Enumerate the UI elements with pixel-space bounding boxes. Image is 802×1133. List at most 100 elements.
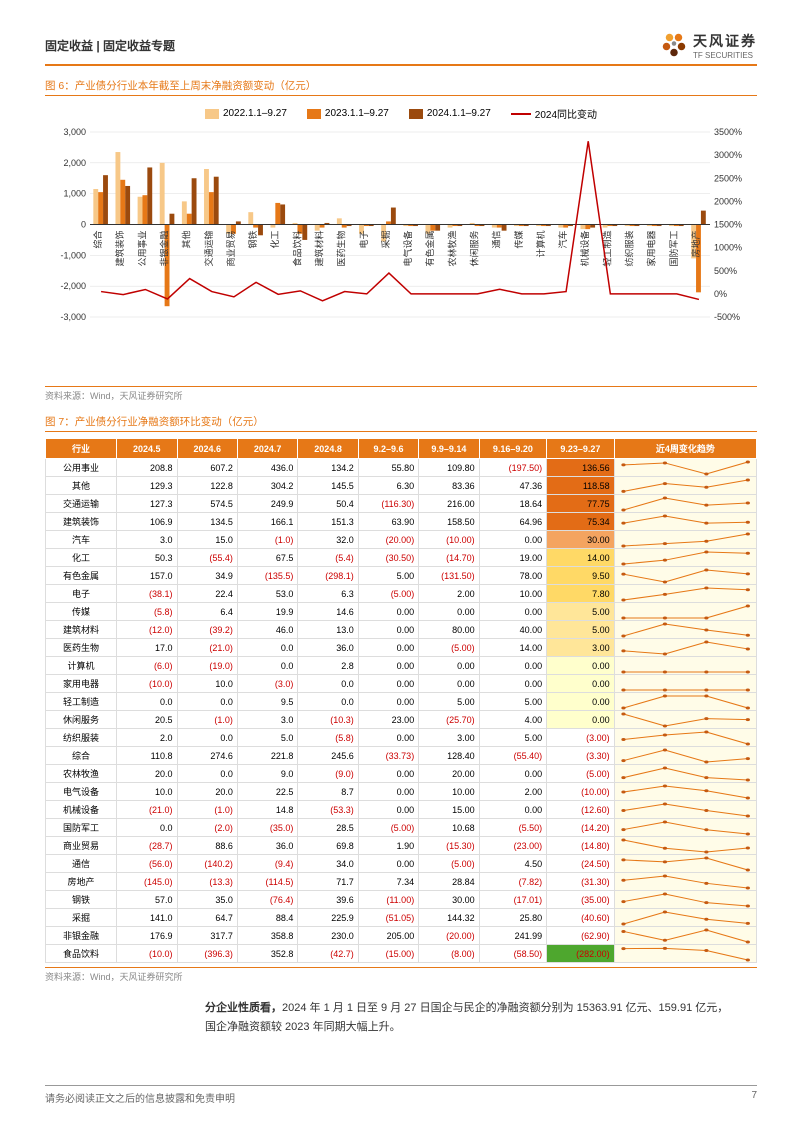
cell: (114.5) xyxy=(237,873,297,891)
legend-label: 2023.1.1–9.27 xyxy=(325,108,389,119)
cell: 0.00 xyxy=(358,729,418,747)
cell: 0.00 xyxy=(419,603,479,621)
cell: 30.00 xyxy=(419,891,479,909)
cell: 2.00 xyxy=(479,783,547,801)
cell: 129.3 xyxy=(117,477,177,495)
table-row: 机械设备(21.0)(1.0)14.8(53.3)0.0015.000.00(1… xyxy=(46,801,757,819)
cell: 5.00 xyxy=(547,621,615,639)
sparkline xyxy=(614,855,756,873)
svg-text:2,000: 2,000 xyxy=(63,158,86,168)
footer-page: 7 xyxy=(751,1090,757,1105)
cell: (56.0) xyxy=(117,855,177,873)
cell: 0.00 xyxy=(479,765,547,783)
cell: (21.0) xyxy=(117,801,177,819)
cell: 144.32 xyxy=(419,909,479,927)
sparkline xyxy=(614,513,756,531)
body-paragraph: 分企业性质看，2024 年 1 月 1 日至 9 月 27 日国企与民企的净融资… xyxy=(45,999,757,1036)
cell: 5.00 xyxy=(419,693,479,711)
cell: 19.9 xyxy=(237,603,297,621)
row-name: 计算机 xyxy=(46,657,117,675)
svg-text:电子: 电子 xyxy=(358,231,369,249)
cell: (30.50) xyxy=(358,549,418,567)
cell: 14.8 xyxy=(237,801,297,819)
cell: (1.0) xyxy=(237,531,297,549)
svg-text:休闲服务: 休闲服务 xyxy=(469,231,480,267)
row-name: 商业贸易 xyxy=(46,837,117,855)
cell: 9.0 xyxy=(237,765,297,783)
cell: (10.00) xyxy=(419,531,479,549)
cell: 50.4 xyxy=(298,495,358,513)
svg-text:-1,000: -1,000 xyxy=(60,250,86,260)
cell: (14.80) xyxy=(547,837,615,855)
cell: (25.70) xyxy=(419,711,479,729)
cell: 0.00 xyxy=(479,675,547,693)
cell: 13.0 xyxy=(298,621,358,639)
cell: 0.00 xyxy=(419,675,479,693)
row-name: 交通运输 xyxy=(46,495,117,513)
cell: 158.50 xyxy=(419,513,479,531)
svg-text:建筑材料: 建筑材料 xyxy=(314,231,325,267)
cell: (38.1) xyxy=(117,585,177,603)
table-row: 传媒(5.8)6.419.914.60.000.000.005.00 xyxy=(46,603,757,621)
svg-text:国防军工: 国防军工 xyxy=(668,231,679,267)
cell: (15.30) xyxy=(419,837,479,855)
svg-text:化工: 化工 xyxy=(269,231,280,249)
cell: 0.00 xyxy=(547,657,615,675)
cell: 151.3 xyxy=(298,513,358,531)
table-row: 其他129.3122.8304.2145.56.3083.3647.36118.… xyxy=(46,477,757,495)
sparkline xyxy=(614,531,756,549)
row-name: 公用事业 xyxy=(46,459,117,477)
cell: (8.00) xyxy=(419,945,479,963)
svg-text:0: 0 xyxy=(81,220,86,230)
legend-label: 2024.1.1–9.27 xyxy=(427,108,491,119)
cell: (5.00) xyxy=(419,855,479,873)
cell: 0.00 xyxy=(358,657,418,675)
cell: 0.0 xyxy=(117,819,177,837)
cell: 0.0 xyxy=(177,693,237,711)
fig7-source: 资料来源：Wind，天风证券研究所 xyxy=(45,967,757,983)
legend-item: 2022.1.1–9.27 xyxy=(205,106,287,121)
svg-text:医药生物: 医药生物 xyxy=(336,231,347,267)
sparkline xyxy=(614,477,756,495)
svg-text:-2,000: -2,000 xyxy=(60,281,86,291)
cell: 0.0 xyxy=(298,675,358,693)
cell: 8.7 xyxy=(298,783,358,801)
cell: 25.80 xyxy=(479,909,547,927)
fig6-chart: 2022.1.1–9.27 2023.1.1–9.27 2024.1.1–9.27 2… xyxy=(45,102,757,382)
body-content: 2024 年 1 月 1 日至 9 月 27 日国企与民企的净融资额分别为 15… xyxy=(205,1002,728,1033)
table-row: 商业贸易(28.7)88.636.069.81.90(15.30)(23.00)… xyxy=(46,837,757,855)
sparkline xyxy=(614,873,756,891)
row-name: 机械设备 xyxy=(46,801,117,819)
cell: (15.00) xyxy=(358,945,418,963)
cell: 69.8 xyxy=(298,837,358,855)
table-header: 2024.5 xyxy=(117,439,177,459)
cell: 50.3 xyxy=(117,549,177,567)
legend-marker xyxy=(409,109,423,119)
row-name: 采掘 xyxy=(46,909,117,927)
cell: 36.0 xyxy=(298,639,358,657)
cell: 2.8 xyxy=(298,657,358,675)
cell: 0.00 xyxy=(479,531,547,549)
cell: 0.00 xyxy=(358,603,418,621)
cell: 208.8 xyxy=(117,459,177,477)
row-name: 化工 xyxy=(46,549,117,567)
cell: (76.4) xyxy=(237,891,297,909)
row-name: 建筑装饰 xyxy=(46,513,117,531)
cell: 1.90 xyxy=(358,837,418,855)
cell: 230.0 xyxy=(298,927,358,945)
svg-text:采掘: 采掘 xyxy=(380,231,391,249)
cell: (62.90) xyxy=(547,927,615,945)
cell: 0.00 xyxy=(419,657,479,675)
svg-text:通信: 通信 xyxy=(491,231,502,249)
cell: 0.0 xyxy=(177,729,237,747)
cell: (14.20) xyxy=(547,819,615,837)
cell: (197.50) xyxy=(479,459,547,477)
row-name: 电气设备 xyxy=(46,783,117,801)
table-row: 电子(38.1)22.453.06.3(5.00)2.0010.007.80 xyxy=(46,585,757,603)
svg-text:建筑装饰: 建筑装饰 xyxy=(114,231,125,267)
table-header: 9.9–9.14 xyxy=(419,439,479,459)
cell: (21.0) xyxy=(177,639,237,657)
svg-text:家用电器: 家用电器 xyxy=(646,231,657,267)
cell: (19.0) xyxy=(177,657,237,675)
fig7-table: 行业2024.52024.62024.72024.89.2–9.69.9–9.1… xyxy=(45,438,757,963)
